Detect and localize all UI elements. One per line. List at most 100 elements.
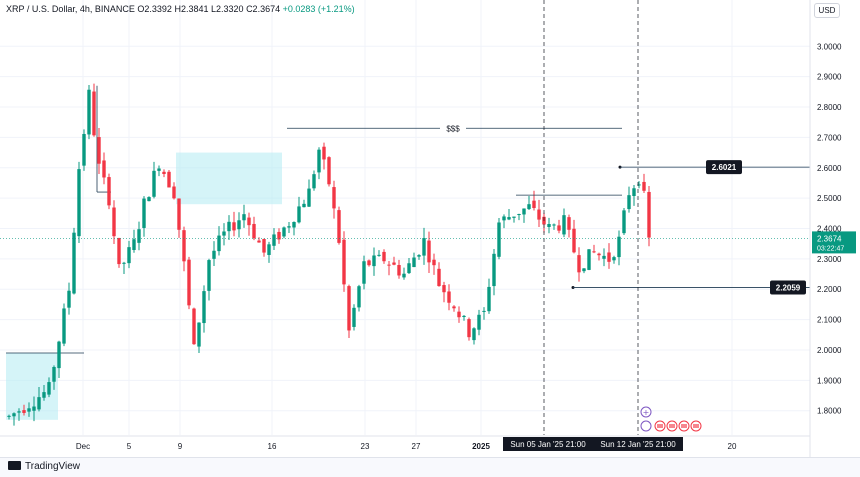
candle-body bbox=[87, 89, 91, 135]
candle-body bbox=[207, 260, 211, 291]
candle-body bbox=[32, 406, 36, 411]
candle-body bbox=[577, 255, 581, 273]
candle-body bbox=[92, 91, 96, 136]
liquidity-label: $$$ bbox=[446, 124, 460, 133]
candle-body bbox=[72, 232, 76, 294]
candle-body bbox=[382, 251, 386, 262]
candle-body bbox=[417, 255, 421, 257]
candle-body bbox=[187, 259, 191, 306]
candle-body bbox=[367, 260, 371, 266]
candle-body bbox=[467, 319, 471, 338]
y-tick-label: 3.0000 bbox=[817, 42, 842, 51]
candle-body bbox=[517, 214, 521, 216]
candle-body bbox=[372, 255, 376, 267]
candle-body bbox=[552, 224, 556, 226]
currency-button[interactable]: USD bbox=[814, 3, 840, 18]
candle-body bbox=[342, 239, 346, 285]
candle-body bbox=[272, 234, 276, 246]
candle-body bbox=[557, 225, 561, 231]
candle-body bbox=[37, 397, 41, 410]
candle-body bbox=[177, 198, 181, 230]
candle-body bbox=[627, 195, 631, 210]
candle-body bbox=[457, 311, 461, 318]
y-tick-label: 2.1000 bbox=[817, 316, 842, 325]
y-tick-label: 2.5000 bbox=[817, 194, 842, 203]
x-tick-label: 9 bbox=[178, 442, 183, 451]
candle-series bbox=[7, 83, 651, 426]
y-tick-label: 2.2000 bbox=[817, 285, 842, 294]
event-marker-icon bbox=[640, 406, 652, 418]
demand-zones bbox=[6, 85, 282, 420]
y-tick-label: 2.8000 bbox=[817, 103, 842, 112]
candle-body bbox=[202, 291, 206, 324]
candle-body bbox=[182, 230, 186, 262]
crosshair-date-label: Sun 12 Jan '25 21:00 bbox=[600, 440, 676, 449]
candle-body bbox=[582, 268, 586, 272]
candle-body bbox=[67, 290, 71, 308]
x-tick-label: 20 bbox=[728, 442, 737, 451]
candle-body bbox=[587, 249, 591, 270]
time-axis[interactable]: Dec 5 9 16 23 27 2025 20 Sun 05 Jan '25 21:00 Sun… bbox=[0, 435, 810, 451]
candle-body bbox=[547, 224, 551, 227]
candle-body bbox=[132, 239, 136, 250]
x-tick-label: Dec bbox=[76, 442, 90, 451]
x-tick-label: 27 bbox=[412, 442, 421, 451]
candle-body bbox=[462, 315, 466, 318]
candle-body bbox=[27, 408, 31, 412]
liquidity-label-bg bbox=[440, 122, 466, 134]
x-tick-label: 23 bbox=[361, 442, 370, 451]
candle-body bbox=[217, 235, 221, 252]
candle-body bbox=[242, 214, 246, 221]
candle-body bbox=[322, 146, 326, 160]
candle-body bbox=[597, 253, 601, 256]
y-tick-label: 2.0000 bbox=[817, 346, 842, 355]
tradingview-logo[interactable]: TradingView bbox=[8, 461, 80, 472]
candle-body bbox=[122, 262, 126, 264]
candle-body bbox=[22, 410, 26, 413]
candle-body bbox=[612, 257, 616, 261]
candle-body bbox=[147, 197, 151, 202]
candle-body bbox=[387, 264, 391, 266]
candle-body bbox=[402, 273, 406, 278]
candle-body bbox=[282, 227, 286, 237]
candle-body bbox=[307, 188, 311, 207]
candle-body bbox=[492, 253, 496, 287]
candle-body bbox=[297, 206, 301, 223]
event-plus-icon: + bbox=[643, 408, 650, 417]
candle-body bbox=[227, 221, 231, 232]
candle-body bbox=[502, 216, 506, 221]
candle-body bbox=[222, 231, 226, 236]
price-axis[interactable]: 3.0000 2.9000 2.8000 2.7000 2.6000 2.5000 2.40… bbox=[809, 0, 856, 457]
crosshair-date-label: Sun 05 Jan '25 21:00 bbox=[510, 440, 586, 449]
symbol-legend: XRP / U.S. Dollar, 4h, BINANCE O2.3392 H… bbox=[6, 4, 355, 14]
supply-zone bbox=[176, 152, 282, 205]
candle-body bbox=[357, 286, 361, 308]
candle-body bbox=[327, 157, 331, 185]
y-tick-label: 2.9000 bbox=[817, 73, 842, 82]
candle-body bbox=[62, 308, 66, 344]
candle-body bbox=[617, 236, 621, 258]
x-tick-label: 16 bbox=[268, 442, 277, 451]
candle-body bbox=[57, 341, 61, 369]
current-price-label: 2.3674 bbox=[817, 234, 842, 243]
candle-body bbox=[347, 286, 351, 331]
event-bolt-icon bbox=[640, 420, 652, 432]
candle-body bbox=[312, 174, 316, 189]
candle-body bbox=[337, 210, 341, 243]
candle-body bbox=[537, 209, 541, 220]
candle-body bbox=[7, 415, 11, 417]
candle-body bbox=[497, 222, 501, 257]
ohlc-high: H2.3841 bbox=[174, 4, 209, 14]
annotation-overlays: $$$ 2.6021 2.2059 + bbox=[0, 0, 810, 435]
candle-body bbox=[527, 204, 531, 210]
candle-body bbox=[592, 251, 596, 253]
candle-body bbox=[437, 268, 441, 287]
candle-body bbox=[12, 413, 16, 417]
candle-body bbox=[512, 216, 516, 218]
candle-body bbox=[642, 181, 646, 191]
ohlc-open: O2.3392 bbox=[137, 4, 172, 14]
candle-body bbox=[567, 217, 571, 230]
candle-body bbox=[77, 169, 81, 237]
x-tick-label: 2025 bbox=[472, 442, 490, 451]
